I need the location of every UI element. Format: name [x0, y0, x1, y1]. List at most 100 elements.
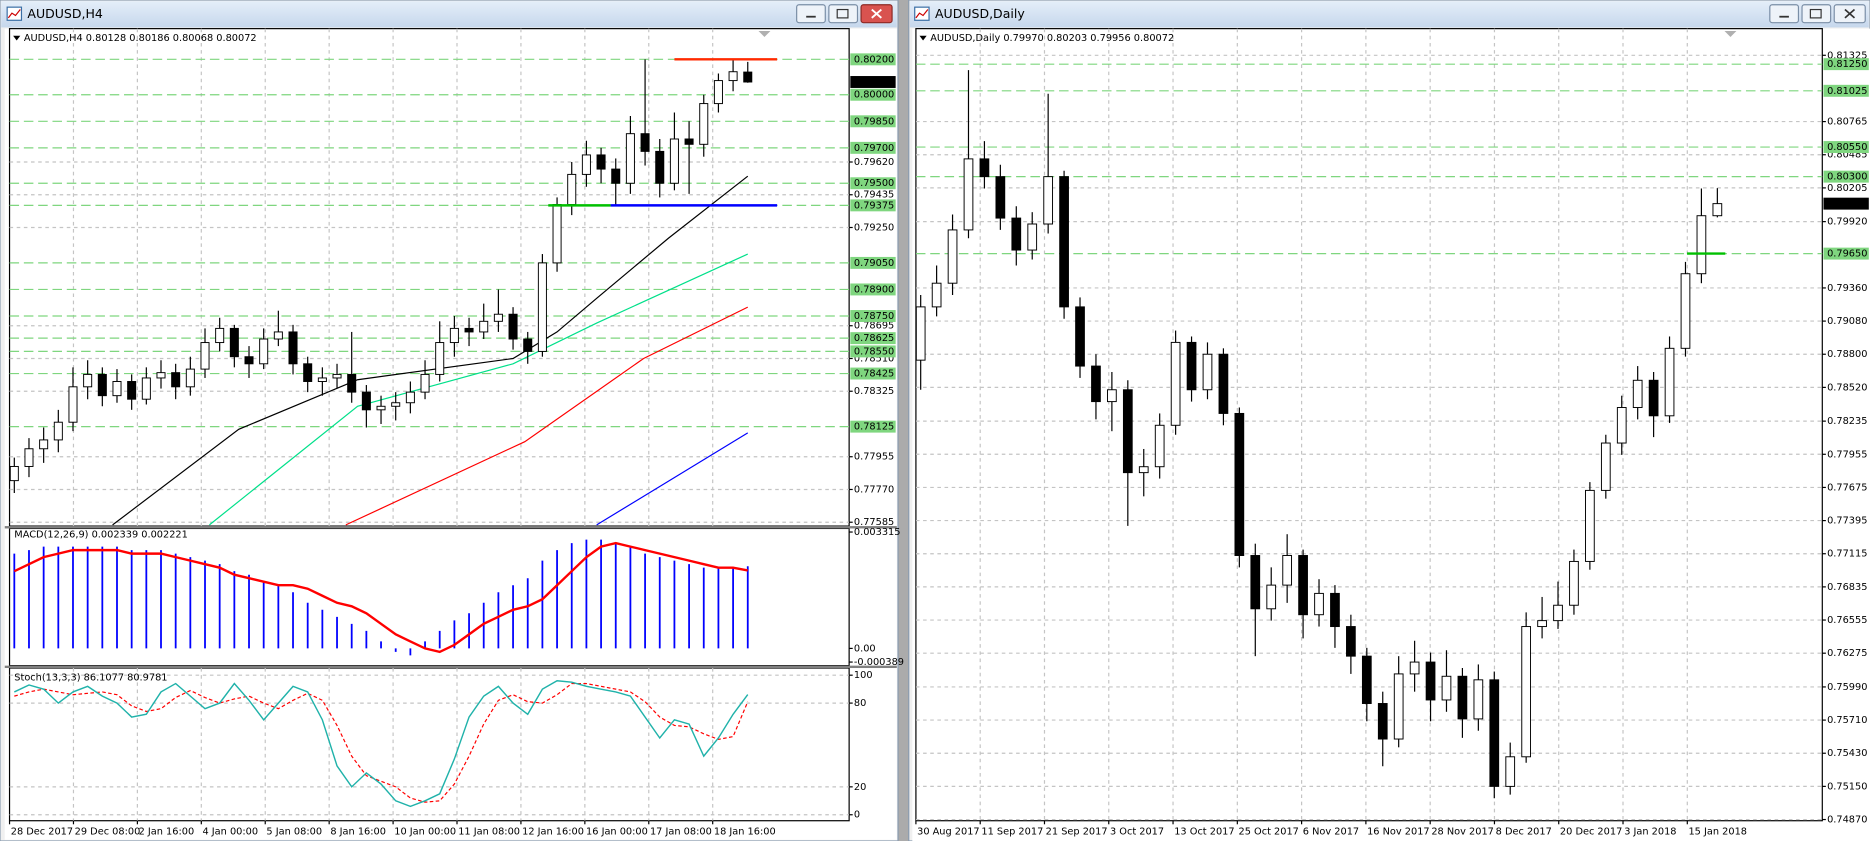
- candle-body: [464, 327, 474, 333]
- level-label-box: [850, 199, 896, 212]
- candle-body: [479, 320, 489, 333]
- candle-body: [1600, 442, 1611, 491]
- pane-plot: [915, 28, 1823, 821]
- candle-body: [449, 327, 459, 344]
- level-label-box: [850, 115, 896, 128]
- y-tick-label: 0.75710: [1827, 715, 1867, 726]
- candle-body: [1298, 555, 1308, 616]
- candle-body: [185, 368, 195, 388]
- candle-body: [1234, 412, 1245, 556]
- candle-body: [1218, 353, 1229, 414]
- info-arrow: [13, 35, 21, 41]
- chart-background: [4, 28, 897, 840]
- candle-body: [1648, 379, 1659, 417]
- minimize-button[interactable]: [796, 4, 826, 24]
- candle-body: [1441, 675, 1452, 701]
- candle-body: [1680, 273, 1691, 349]
- y-tick-label: 0.80205: [1827, 183, 1867, 194]
- x-tick-label: 13 Oct 2017: [1174, 826, 1234, 837]
- level-label: 0.78550: [854, 346, 894, 357]
- indicator-label: MACD(12,26,9) 0.002339 0.002221: [14, 529, 188, 540]
- y-tick-label: 0: [854, 810, 860, 821]
- candle-body: [435, 342, 445, 375]
- candle-body: [1632, 379, 1643, 408]
- candle-body: [1027, 223, 1038, 251]
- x-tick-label: 5 Jan 08:00: [266, 826, 322, 837]
- icon-glyph: [7, 9, 21, 19]
- candle-body: [625, 133, 635, 184]
- candle-body: [127, 381, 137, 400]
- candle-body: [68, 386, 78, 423]
- pane-plot: [9, 28, 850, 527]
- level-label: 0.81025: [1827, 86, 1867, 97]
- candle-body: [1170, 341, 1181, 426]
- shift-marker: [758, 31, 771, 37]
- indicator-line: [14, 680, 749, 808]
- candle-body: [669, 138, 679, 184]
- candle-body: [1154, 424, 1165, 468]
- candle-body: [1505, 756, 1516, 787]
- candle-body: [1425, 661, 1436, 701]
- candle-body: [1250, 555, 1261, 610]
- level-label: 0.80300: [1827, 172, 1867, 183]
- candle-body: [728, 71, 738, 82]
- y-tick-label: 100: [854, 670, 873, 681]
- level-label: 0.78900: [854, 284, 894, 295]
- candle-body: [39, 439, 49, 450]
- candle-body: [376, 405, 386, 411]
- y-tick-label: 0.79620: [854, 157, 894, 168]
- level-label-box: [1823, 84, 1869, 97]
- y-tick-label: 0.77585: [854, 517, 894, 528]
- level-label: 0.78750: [854, 311, 894, 322]
- candle-body: [947, 229, 958, 284]
- symbol-info: AUDUSD,Daily 0.79970 0.80203 0.79956 0.8…: [930, 33, 1174, 44]
- candle-body: [215, 327, 225, 344]
- candle-body: [1011, 217, 1022, 251]
- y-tick-label: 0.77955: [1827, 449, 1867, 460]
- minimize-button[interactable]: [1769, 4, 1800, 24]
- close-glyph: [871, 8, 882, 19]
- candle-body: [405, 391, 415, 404]
- level-label: 0.80000: [854, 90, 894, 101]
- y-tick-label: 0.77395: [1827, 516, 1867, 527]
- candle-body: [1282, 555, 1293, 586]
- candle-body: [1107, 389, 1117, 403]
- y-tick-label: 0.78520: [1827, 382, 1867, 393]
- y-tick-label: 0.78235: [1827, 416, 1867, 427]
- y-tick-label: -0.000389: [854, 657, 904, 668]
- level-label-box: [850, 310, 896, 322]
- candle-body: [332, 373, 342, 379]
- candle-body: [684, 138, 694, 145]
- candle-body: [1712, 203, 1723, 217]
- candle-body: [1314, 592, 1324, 616]
- title-bar[interactable]: [1, 1, 897, 28]
- y-tick-label: 0.78695: [854, 321, 894, 332]
- x-tick-label: 18 Jan 16:00: [714, 826, 776, 837]
- indicator-line: [13, 541, 748, 654]
- x-tick-label: 10 Jan 00:00: [394, 826, 456, 837]
- window-icon: [914, 6, 930, 21]
- y-tick-label: 0.77770: [854, 484, 894, 495]
- indicator-line: [345, 306, 749, 526]
- maximize-button[interactable]: [1801, 4, 1832, 24]
- candle-body: [1489, 679, 1500, 787]
- candle-body: [303, 363, 313, 382]
- level-label: 0.78425: [854, 369, 894, 380]
- title-bar[interactable]: [909, 1, 1869, 28]
- x-tick-label: 12 Jan 16:00: [522, 826, 584, 837]
- candle-body: [1553, 604, 1563, 622]
- candle-body: [1266, 584, 1277, 610]
- y-tick-label: 0.75430: [1827, 748, 1867, 759]
- candle-body: [1696, 215, 1707, 275]
- x-tick-label: 6 Nov 2017: [1303, 826, 1359, 837]
- candle-body: [1393, 673, 1404, 740]
- x-tick-label: 11 Jan 08:00: [458, 826, 520, 837]
- y-tick-label: 0.78325: [854, 386, 894, 397]
- level-label-box: [1823, 58, 1869, 71]
- candle-body: [640, 133, 650, 152]
- restore-button[interactable]: [828, 4, 859, 24]
- candle-body: [1377, 703, 1388, 740]
- candle-body: [979, 158, 990, 178]
- last-price-label: 0.80072: [1827, 199, 1867, 210]
